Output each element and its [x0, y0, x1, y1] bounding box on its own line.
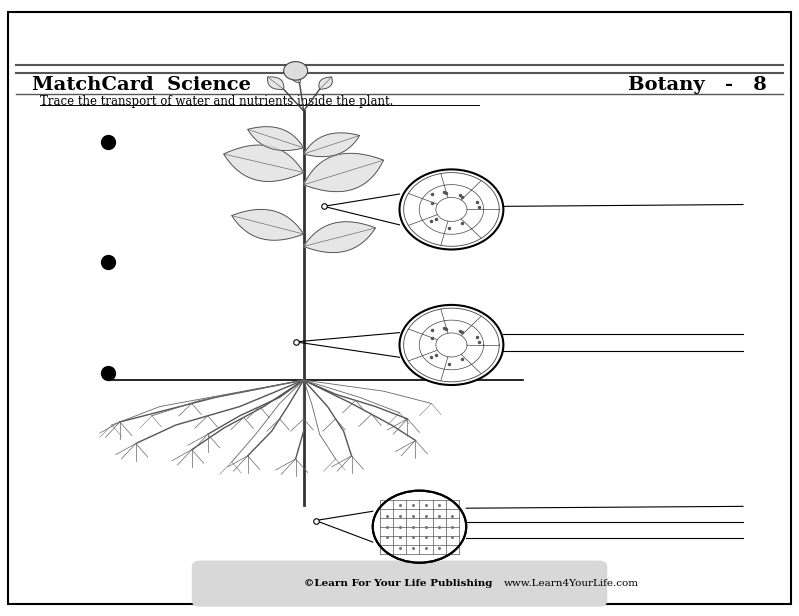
FancyBboxPatch shape	[192, 561, 607, 607]
Text: MatchCard  Science: MatchCard Science	[32, 76, 251, 94]
Circle shape	[400, 305, 503, 385]
Polygon shape	[304, 222, 376, 253]
Text: ©Learn For Your Life Publishing: ©Learn For Your Life Publishing	[304, 580, 492, 588]
Text: Botany   -   8: Botany - 8	[628, 76, 767, 94]
Circle shape	[400, 169, 503, 249]
Circle shape	[284, 62, 308, 80]
Polygon shape	[291, 71, 300, 83]
Polygon shape	[224, 145, 304, 182]
FancyBboxPatch shape	[8, 12, 791, 604]
Polygon shape	[304, 153, 384, 192]
Circle shape	[373, 490, 467, 563]
Text: www.Learn4YourLife.com: www.Learn4YourLife.com	[503, 580, 638, 588]
Polygon shape	[232, 209, 304, 240]
Text: Trace the transport of water and nutrients inside the plant.: Trace the transport of water and nutrien…	[40, 95, 393, 108]
Polygon shape	[248, 127, 304, 150]
Polygon shape	[319, 77, 332, 89]
Polygon shape	[268, 77, 284, 89]
Polygon shape	[304, 133, 360, 156]
